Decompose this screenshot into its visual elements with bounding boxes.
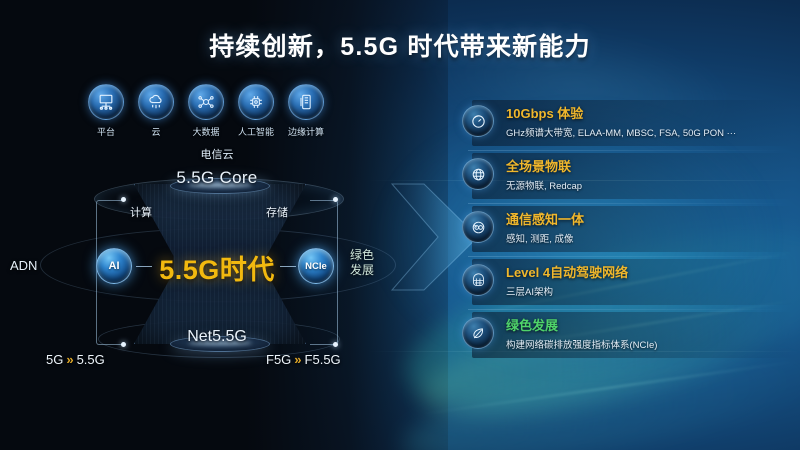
row-background — [472, 312, 794, 358]
green-label-line1: 绿色 — [349, 248, 374, 262]
cloud-icon — [138, 84, 174, 120]
speedometer-icon — [462, 105, 494, 137]
list-item[interactable]: 全场景物联 无源物联, Redcap — [462, 151, 794, 204]
row-background — [472, 206, 794, 252]
row-separator — [468, 309, 786, 310]
top-icon-platform[interactable]: 平台 — [86, 84, 126, 138]
footer-evolution-right: F5G» F5.5G — [266, 352, 341, 367]
row-background — [472, 100, 794, 146]
capability-list: 10Gbps 体验 GHz频谱大带宽, ELAA-MM, MBSC, FSA, … — [462, 98, 794, 363]
right-chevron-arrow-icon — [390, 178, 482, 296]
capability-stack-icons: 平台 云 大数据 — [86, 84, 326, 138]
top-icon-big-data[interactable]: 大数据 — [186, 84, 226, 138]
top-icon-label: 云 — [151, 127, 161, 137]
row-title: 通信感知一体 — [506, 212, 585, 227]
top-cap-sheen — [188, 183, 252, 187]
connector-right — [280, 266, 296, 267]
row-subtitle: GHz频谱大带宽, ELAA-MM, MBSC, FSA, 50G PON ··… — [506, 128, 737, 139]
top-icon-label: 平台 — [96, 127, 115, 137]
list-item[interactable]: 通信感知一体 感知, 测距, 成像 — [462, 204, 794, 257]
row-separator — [468, 203, 786, 204]
sensing-icon — [462, 211, 494, 243]
row-text: 通信感知一体 感知, 测距, 成像 — [506, 209, 584, 245]
row-text: Level 4自动驾驶网络 三层AI架构 — [506, 262, 628, 298]
leaf-icon — [462, 317, 494, 349]
row-title: 绿色发展 — [506, 318, 559, 333]
bottom-cap-sheen — [188, 341, 252, 345]
row-subtitle: 感知, 测距, 成像 — [506, 234, 574, 245]
row-subtitle: 构建网络碳排放强度指标体系(NCIe) — [506, 340, 658, 351]
footer-left-from: 5G — [46, 352, 64, 367]
row-text: 10Gbps 体验 GHz频谱大带宽, ELAA-MM, MBSC, FSA, … — [506, 103, 736, 139]
connector-left — [136, 266, 152, 267]
bracket-dot-top-left — [121, 197, 126, 202]
compute-label: 计算 — [130, 207, 152, 219]
row-separator — [468, 150, 786, 151]
top-icon-ai[interactable]: 人工智能 — [236, 84, 276, 138]
chevron-right-icon: » — [294, 352, 302, 367]
ai-icon — [238, 84, 274, 120]
row-subtitle: 无源物联, Redcap — [506, 181, 583, 192]
top-icon-label: 人工智能 — [237, 127, 274, 137]
top-icon-label: 边缘计算 — [287, 127, 324, 137]
list-item[interactable]: 绿色发展 构建网络碳排放强度指标体系(NCIe) — [462, 310, 794, 363]
row-title: 全场景物联 — [506, 159, 572, 174]
bracket-dot-bottom-left — [121, 342, 126, 347]
net-label: Net5.5G — [187, 328, 247, 345]
top-icon-cloud[interactable]: 云 — [136, 84, 176, 138]
iot-globe-icon — [462, 158, 494, 190]
telecom-cloud-label: 电信云 — [200, 149, 234, 161]
page-title: 持续创新，5.5G 时代带来新能力 — [209, 33, 591, 61]
bracket-dot-bottom-right — [333, 342, 338, 347]
big-data-icon — [188, 84, 224, 120]
bracket-right — [310, 200, 338, 345]
ai-badge[interactable]: AI — [96, 248, 132, 284]
green-development-label: 绿色 发展 — [342, 248, 382, 278]
top-icon-label: 大数据 — [192, 127, 220, 137]
platform-icon — [88, 84, 124, 120]
adn-label: ADN — [10, 258, 38, 273]
row-separator — [468, 256, 786, 257]
chevron-right-icon: » — [66, 352, 74, 367]
row-background — [472, 259, 794, 305]
row-background — [472, 153, 794, 199]
footer-right-to: F5.5G — [304, 352, 341, 367]
edge-computing-icon — [288, 84, 324, 120]
network-grid-icon — [462, 264, 494, 296]
row-subtitle: 三层AI架构 — [506, 287, 553, 298]
era-label: 5.5G时代 — [159, 255, 275, 285]
hourglass-diagram: 电信云 5.5G Core 计算 存储 Net5.5G AI NCIe 5.5G… — [10, 140, 396, 380]
core-label: 5.5G Core — [176, 168, 258, 187]
row-title: Level 4自动驾驶网络 — [506, 265, 629, 280]
footer-left-to: 5.5G — [76, 352, 105, 367]
bracket-dot-top-right — [333, 197, 338, 202]
storage-label: 存储 — [266, 207, 288, 219]
footer-right-from: F5G — [266, 352, 292, 367]
row-title: 10Gbps 体验 — [506, 106, 584, 121]
row-text: 全场景物联 无源物联, Redcap — [506, 156, 582, 192]
ncie-badge[interactable]: NCIe — [298, 248, 334, 284]
footer-evolution-left: 5G» 5.5G — [46, 352, 105, 367]
list-item[interactable]: Level 4自动驾驶网络 三层AI架构 — [462, 257, 794, 310]
green-label-line2: 发展 — [349, 263, 374, 277]
list-item[interactable]: 10Gbps 体验 GHz频谱大带宽, ELAA-MM, MBSC, FSA, … — [462, 98, 794, 151]
row-text: 绿色发展 构建网络碳排放强度指标体系(NCIe) — [506, 315, 657, 351]
top-icon-edge-computing[interactable]: 边缘计算 — [286, 84, 326, 138]
